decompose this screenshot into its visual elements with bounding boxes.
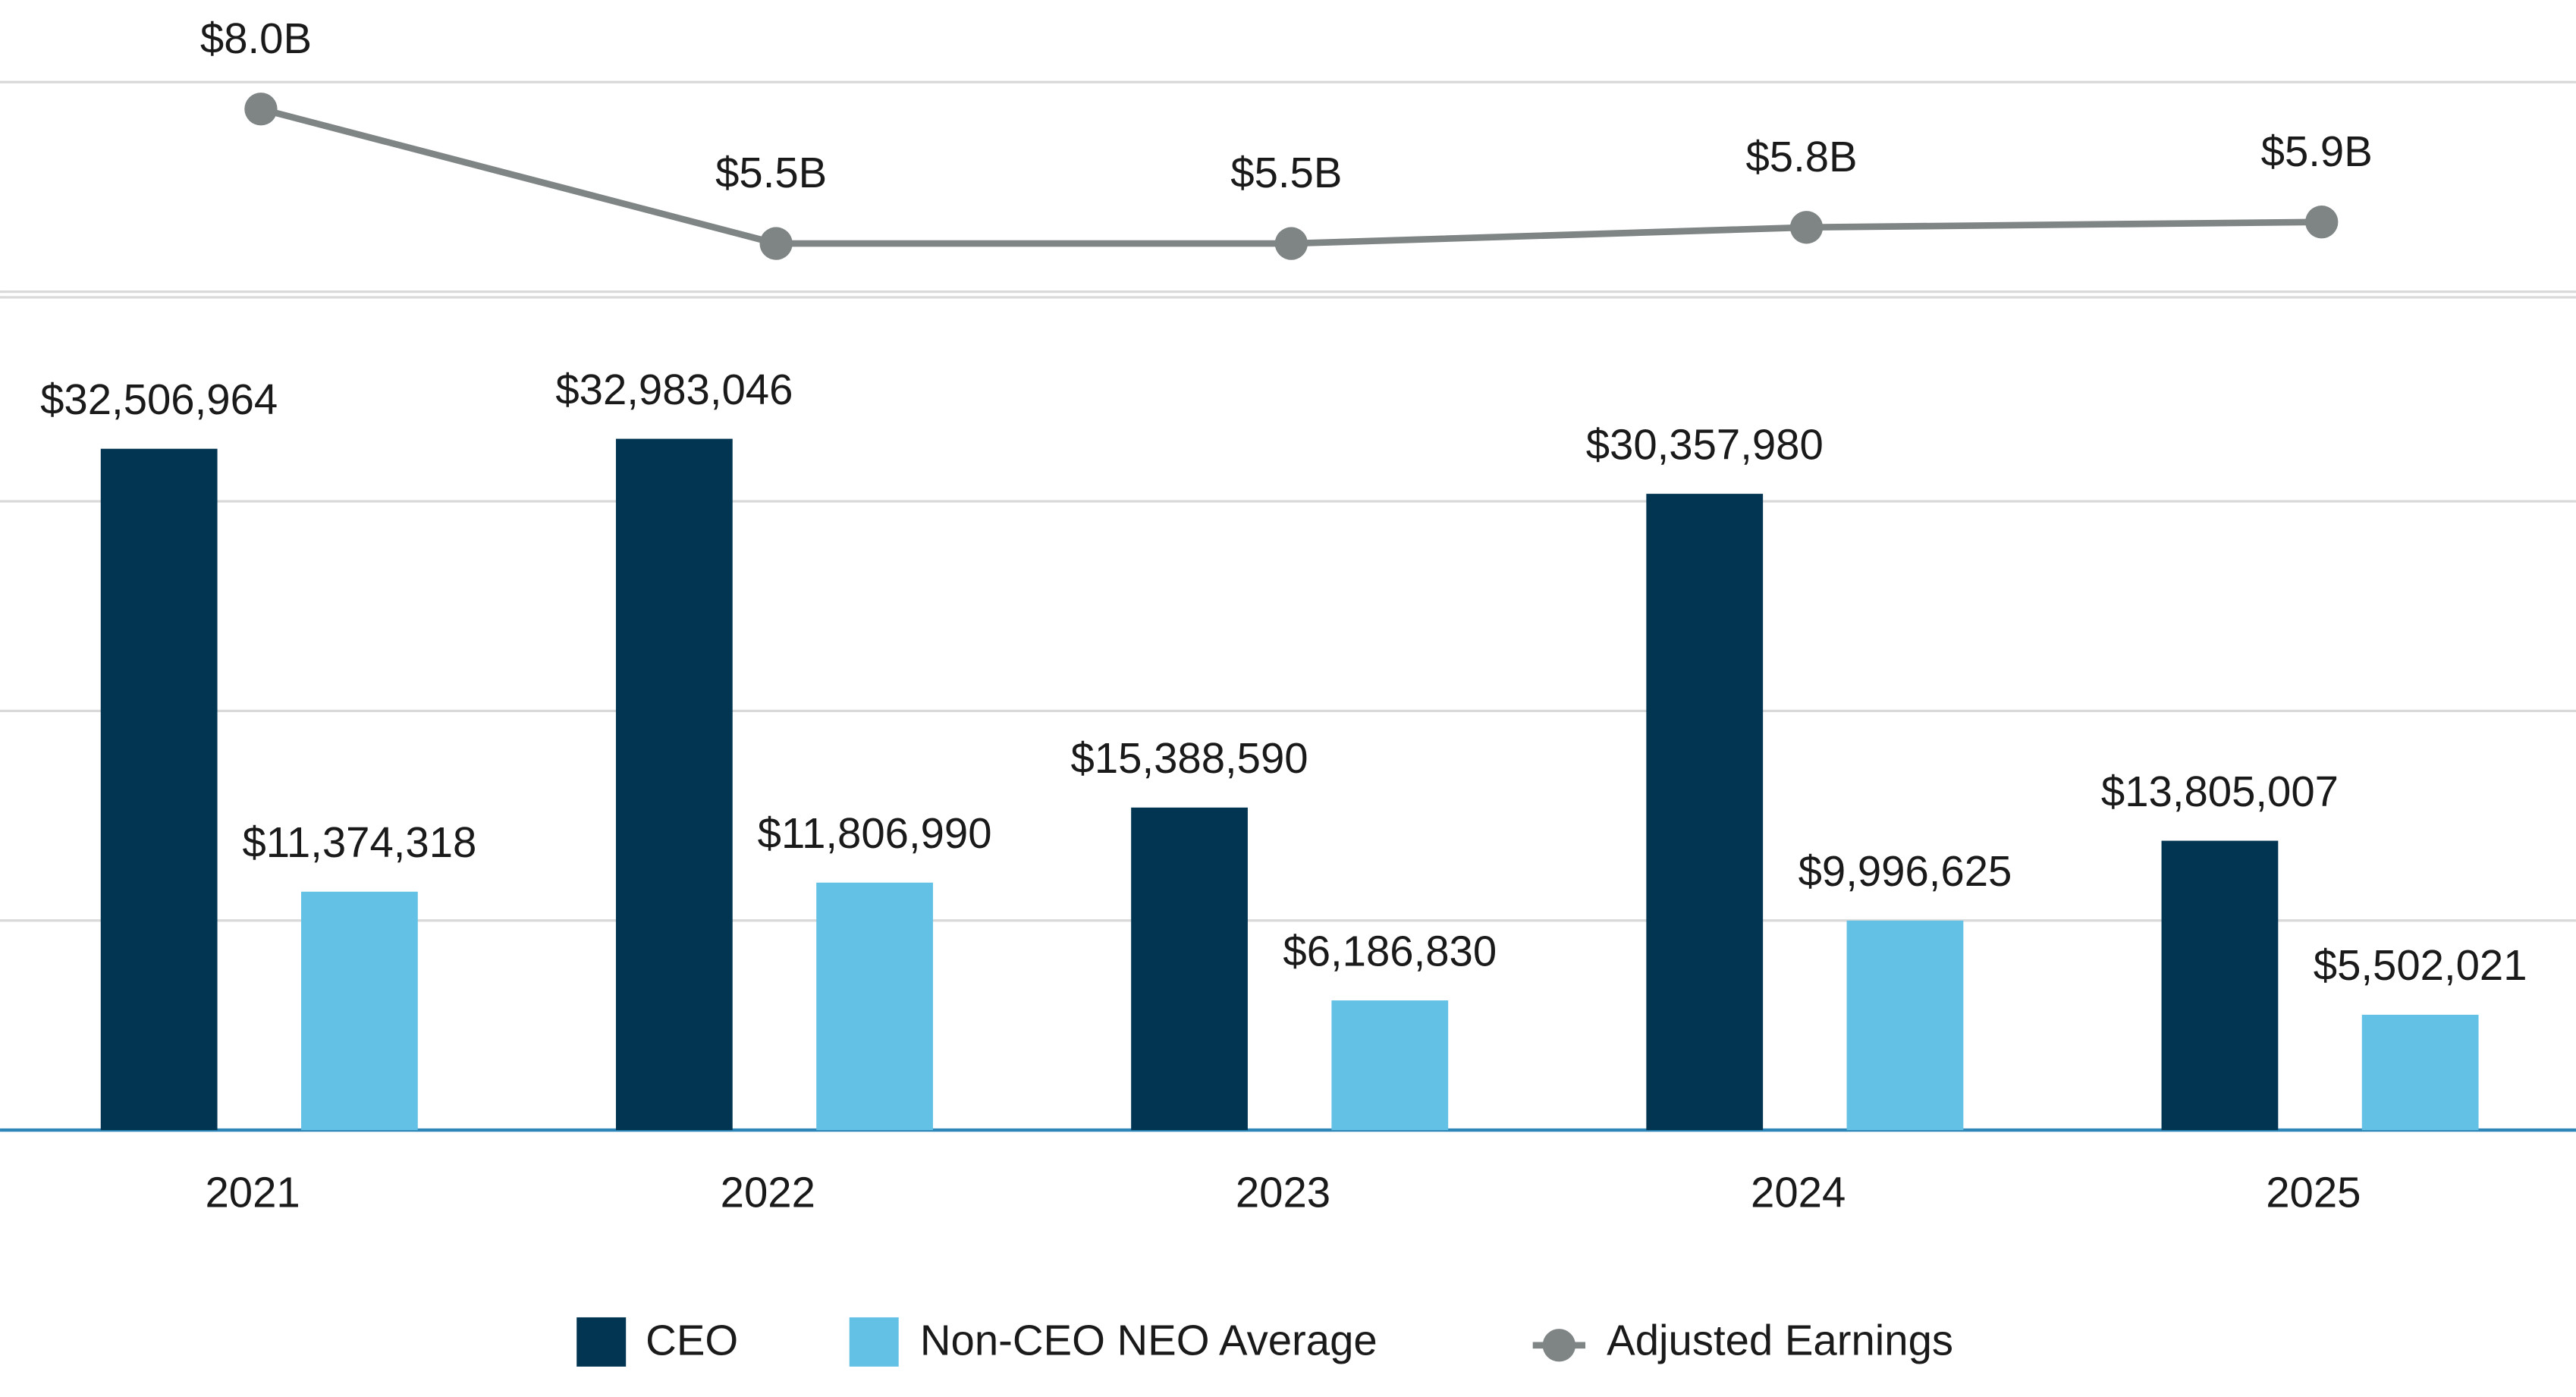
line-marker bbox=[1789, 211, 1824, 244]
bar bbox=[2361, 1015, 2479, 1131]
data-label: $13,805,007 bbox=[2101, 768, 2339, 815]
x-tick-label: 2023 bbox=[1236, 1169, 1330, 1216]
legend-swatch bbox=[849, 1317, 899, 1367]
data-label: $8.0B bbox=[200, 14, 312, 62]
bar bbox=[615, 438, 733, 1131]
data-label: $6,186,830 bbox=[1283, 927, 1497, 975]
line-marker bbox=[244, 93, 278, 126]
legend-label: Non-CEO NEO Average bbox=[920, 1316, 1378, 1364]
line-marker bbox=[2305, 206, 2339, 239]
bar bbox=[1131, 807, 1248, 1131]
bar bbox=[2161, 840, 2279, 1131]
data-label: $15,388,590 bbox=[1071, 734, 1308, 782]
data-label: $32,506,964 bbox=[40, 375, 278, 423]
data-label: $30,357,980 bbox=[1586, 420, 1824, 468]
x-tick-label: 2022 bbox=[721, 1169, 815, 1216]
data-label: $11,806,990 bbox=[758, 809, 992, 857]
bar bbox=[1646, 494, 1764, 1131]
x-tick-label: 2025 bbox=[2266, 1169, 2361, 1216]
data-label: $32,983,046 bbox=[555, 366, 793, 413]
data-label: $5.9B bbox=[2261, 127, 2373, 175]
line-marker bbox=[1274, 227, 1308, 260]
data-label: $9,996,625 bbox=[1798, 847, 2012, 895]
legend-label: CEO bbox=[646, 1316, 738, 1364]
bar bbox=[1846, 920, 1964, 1131]
bar bbox=[301, 891, 418, 1131]
x-tick-label: 2024 bbox=[1751, 1169, 1846, 1216]
bar bbox=[100, 448, 218, 1131]
bar bbox=[1331, 1000, 1449, 1131]
data-label: $5.8B bbox=[1745, 133, 1857, 181]
bar bbox=[816, 882, 933, 1131]
data-label: $5,502,021 bbox=[2314, 941, 2527, 989]
legend-label: Adjusted Earnings bbox=[1607, 1316, 1953, 1364]
data-label: $5.5B bbox=[715, 149, 827, 196]
legend-swatch bbox=[1542, 1329, 1576, 1362]
data-label: $11,374,318 bbox=[242, 818, 476, 866]
line-marker bbox=[759, 227, 793, 260]
legend-swatch bbox=[576, 1317, 627, 1367]
x-tick-label: 2021 bbox=[205, 1169, 300, 1216]
data-label: $5.5B bbox=[1230, 149, 1342, 196]
